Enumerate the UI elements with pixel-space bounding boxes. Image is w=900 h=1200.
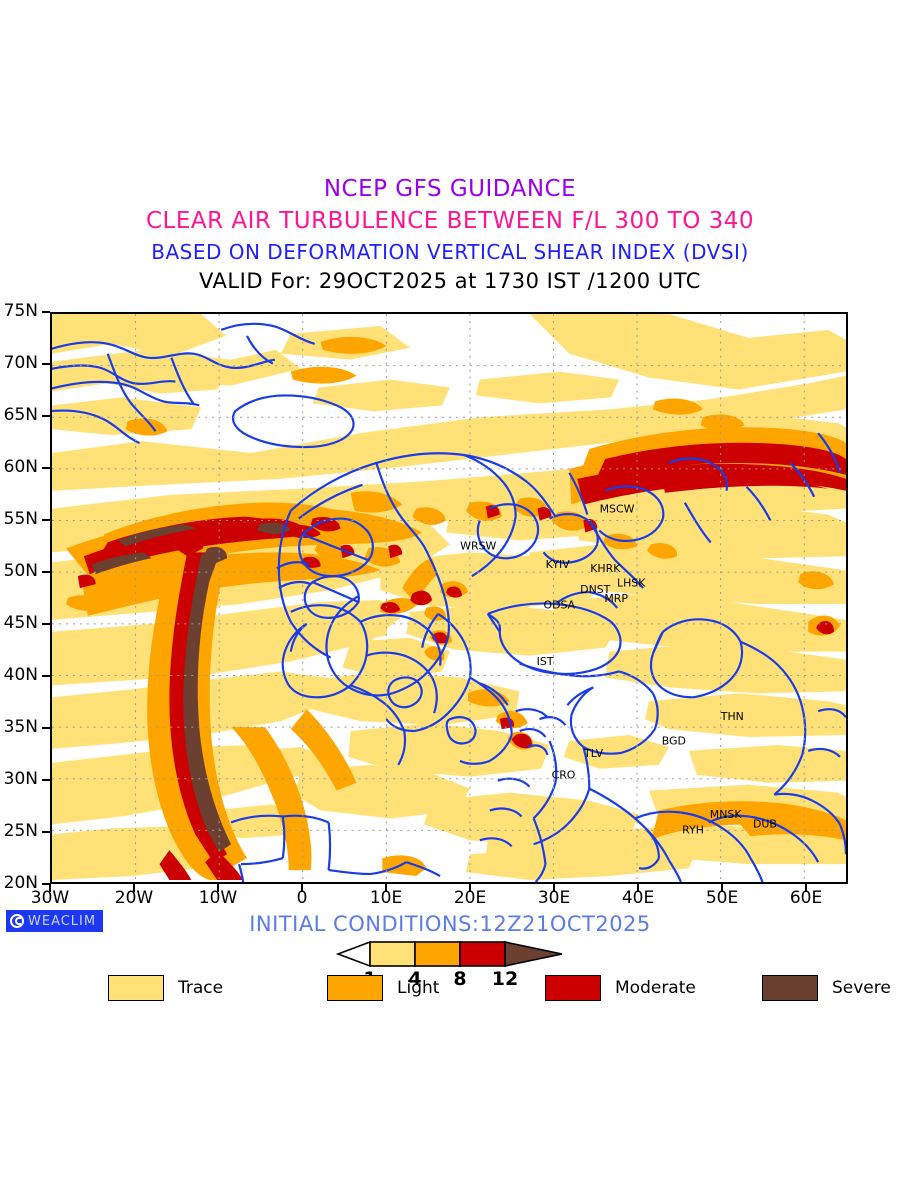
chart-basis-text: BASED ON DEFORMATION VERTICAL SHEAR INDE… bbox=[151, 240, 749, 264]
city-label: THN bbox=[720, 710, 744, 723]
y-tick-label: 35N bbox=[3, 717, 38, 737]
colorbar-tick-4: 4 bbox=[408, 968, 422, 990]
x-tick-mark bbox=[217, 884, 219, 892]
y-tick-mark bbox=[42, 831, 50, 833]
city-label: WRSW bbox=[460, 539, 496, 552]
y-tick-mark bbox=[42, 519, 50, 521]
y-tick-label: 40N bbox=[3, 665, 38, 685]
y-tick-label: 55N bbox=[3, 509, 38, 529]
x-tick-label: 60E bbox=[789, 888, 823, 908]
city-label: TLV bbox=[583, 747, 604, 760]
legend-swatch-light bbox=[327, 975, 383, 1001]
x-tick-label: 30E bbox=[537, 888, 571, 908]
city-label: IST bbox=[537, 655, 554, 668]
legend-swatch-moderate bbox=[545, 975, 601, 1001]
grid-lines bbox=[52, 314, 846, 882]
city-label: KYIV bbox=[546, 558, 571, 571]
colorbar-seg-light bbox=[414, 941, 461, 967]
colorbar-svg bbox=[335, 940, 563, 968]
x-tick-mark bbox=[49, 884, 51, 892]
x-tick-mark bbox=[301, 884, 303, 892]
legend-label-light: Light bbox=[397, 978, 440, 998]
x-tick-label: 10W bbox=[198, 888, 238, 908]
y-tick-label: 50N bbox=[3, 561, 38, 581]
x-tick-label: 50E bbox=[705, 888, 739, 908]
y-tick-label: 60N bbox=[3, 457, 38, 477]
city-label: ODSA bbox=[543, 598, 575, 611]
y-tick-mark bbox=[42, 727, 50, 729]
city-label: MNSK bbox=[710, 808, 743, 821]
y-tick-mark bbox=[42, 675, 50, 677]
y-tick-mark bbox=[42, 883, 50, 885]
y-tick-mark bbox=[42, 363, 50, 365]
legend-label-severe: Severe bbox=[832, 978, 891, 998]
initial-conditions-text: INITIAL CONDITIONS:12Z21OCT2025 bbox=[249, 912, 651, 936]
colorbar-seg-moderate bbox=[459, 941, 506, 967]
x-tick-mark bbox=[469, 884, 471, 892]
y-tick-mark bbox=[42, 779, 50, 781]
page-title: NCEP GFS GUIDANCE bbox=[323, 176, 577, 202]
city-label: CRO bbox=[552, 769, 576, 782]
city-label: MSCW bbox=[600, 502, 635, 515]
legend-label-trace: Trace bbox=[178, 978, 224, 998]
y-tick-label: 30N bbox=[3, 769, 38, 789]
legend-item-severe: Severe bbox=[762, 975, 891, 1001]
legend-label-moderate: Moderate bbox=[615, 978, 696, 998]
legend-swatch-trace bbox=[108, 975, 164, 1001]
city-label: KHRK bbox=[590, 562, 621, 575]
chart-subtitle: CLEAR AIR TURBULENCE BETWEEN F/L 300 TO … bbox=[145, 208, 755, 234]
city-label: RYH bbox=[682, 823, 704, 836]
y-tick-label: 45N bbox=[3, 613, 38, 633]
colorbar-tick-12: 12 bbox=[491, 968, 519, 990]
severe-region-group bbox=[91, 522, 291, 853]
coastline-group bbox=[52, 322, 846, 882]
x-tick-mark bbox=[385, 884, 387, 892]
x-tick-label: 20E bbox=[453, 888, 487, 908]
colorbar-tick-8: 8 bbox=[453, 968, 467, 990]
y-tick-mark bbox=[42, 571, 50, 573]
x-tick-mark bbox=[721, 884, 723, 892]
x-tick-mark bbox=[805, 884, 807, 892]
city-label: DUB bbox=[753, 817, 777, 830]
y-tick-mark bbox=[42, 311, 50, 313]
y-tick-mark bbox=[42, 467, 50, 469]
map-plot-area: MSCW WRSW KYIV KHRK LHSK DNST MRP ODSA IST THN BGD… bbox=[50, 312, 848, 884]
chart-valid-time: VALID For: 29OCT2025 at 1730 IST /1200 U… bbox=[199, 269, 701, 293]
x-tick-label: 10E bbox=[369, 888, 403, 908]
legend-swatch-severe bbox=[762, 975, 818, 1001]
y-tick-mark bbox=[42, 415, 50, 417]
y-tick-label: 20N bbox=[3, 873, 38, 893]
legend-item-moderate: Moderate bbox=[545, 975, 696, 1001]
x-tick-label: 30W bbox=[30, 888, 70, 908]
colorbar-seg-trace bbox=[369, 941, 416, 967]
colorbar-left-arrow bbox=[335, 940, 371, 968]
y-tick-mark bbox=[42, 623, 50, 625]
x-tick-mark bbox=[637, 884, 639, 892]
x-tick-mark bbox=[553, 884, 555, 892]
y-tick-label: 75N bbox=[3, 301, 38, 321]
x-tick-label: 0 bbox=[296, 888, 308, 908]
city-label: MRP bbox=[604, 592, 628, 605]
intensity-legend: Trace Light Moderate Severe bbox=[0, 975, 900, 1009]
y-tick-label: 70N bbox=[3, 353, 38, 373]
weaclim-label: WEACLIM bbox=[28, 913, 97, 929]
city-label: DNST bbox=[580, 583, 611, 596]
title-block: NCEP GFS GUIDANCE CLEAR AIR TURBULENCE B… bbox=[0, 178, 900, 292]
x-tick-label: 40E bbox=[621, 888, 655, 908]
weaclim-logo: WEACLIM bbox=[6, 910, 104, 932]
legend-item-trace: Trace bbox=[108, 975, 223, 1001]
y-tick-label: 65N bbox=[3, 405, 38, 425]
circle-c-icon bbox=[10, 914, 24, 928]
y-tick-label: 25N bbox=[3, 821, 38, 841]
city-label: BGD bbox=[662, 735, 686, 748]
legend-item-light: Light bbox=[327, 975, 439, 1001]
x-tick-label: 20W bbox=[114, 888, 154, 908]
city-label: LHSK bbox=[617, 577, 646, 590]
colorbar-right-arrow bbox=[504, 941, 563, 967]
x-tick-mark bbox=[133, 884, 135, 892]
